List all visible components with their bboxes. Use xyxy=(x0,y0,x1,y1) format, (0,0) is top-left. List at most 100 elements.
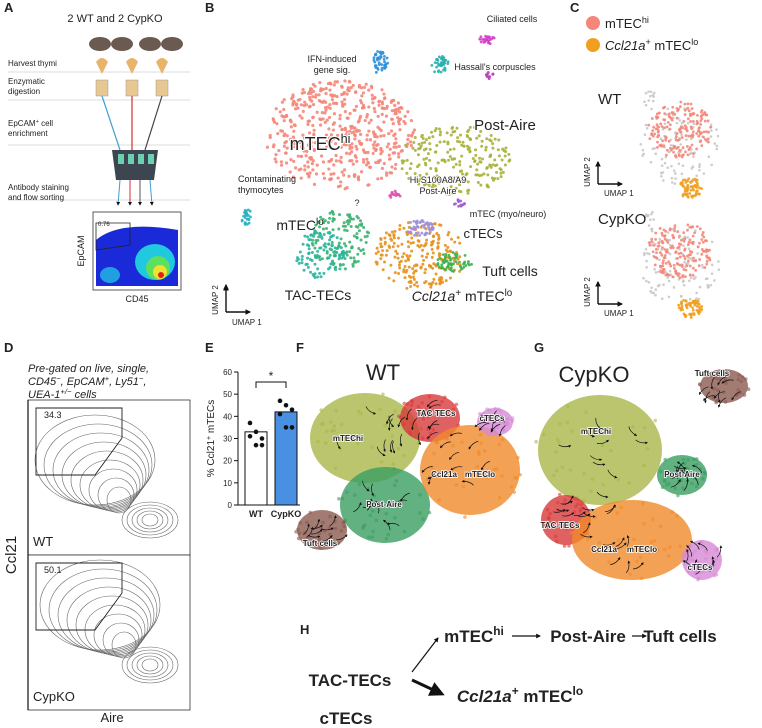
cell-dot xyxy=(376,50,380,53)
cell-dot xyxy=(651,147,655,151)
cell-dot xyxy=(696,252,699,255)
cell-dot xyxy=(695,190,698,193)
streamline xyxy=(553,509,566,513)
cell-dot xyxy=(357,482,362,487)
text-part: Post-Aire xyxy=(419,186,456,196)
cell-dot xyxy=(567,544,571,548)
cell-dot xyxy=(289,147,294,152)
cell-dot xyxy=(319,235,323,239)
streamline xyxy=(695,563,704,575)
cell-dot xyxy=(662,179,665,182)
cell-dot xyxy=(325,226,329,230)
cell-dot xyxy=(406,230,410,234)
cell-dot xyxy=(601,482,605,487)
cell-dot xyxy=(484,145,488,149)
cell-dot xyxy=(687,148,691,152)
cell-dot xyxy=(642,276,645,280)
cell-dot xyxy=(333,80,337,84)
streamline xyxy=(607,469,618,479)
cell-dot xyxy=(496,177,500,181)
cell-dot xyxy=(467,188,471,192)
text-part: lo xyxy=(316,217,324,228)
cell-dot xyxy=(692,122,696,125)
cell-dot xyxy=(308,171,312,175)
label: Post-Aire xyxy=(664,470,700,479)
cell-dot xyxy=(698,168,701,172)
cell-dot xyxy=(362,105,366,110)
cell-dot xyxy=(409,284,413,288)
cell-dot xyxy=(463,515,467,519)
cell-dot xyxy=(666,554,671,558)
text-part: gene sig. xyxy=(314,65,351,75)
cell-dot xyxy=(337,257,341,261)
panel-label: E xyxy=(205,340,214,355)
cell-dot xyxy=(652,125,656,129)
cell-dot xyxy=(665,248,669,252)
cell-dot xyxy=(448,155,452,159)
label: mTEClo xyxy=(465,470,495,479)
cell-dot xyxy=(335,101,339,106)
cell-dot xyxy=(424,176,428,180)
cell-dot xyxy=(328,88,332,92)
cell-dot xyxy=(350,245,354,249)
cell-dot xyxy=(666,120,670,124)
cell-dot xyxy=(710,129,713,132)
text-part: IFN-induced xyxy=(307,54,356,64)
cell-dot xyxy=(277,148,281,153)
data-point xyxy=(289,425,295,430)
cell-dot xyxy=(309,156,313,160)
cell-dot xyxy=(429,264,433,268)
cell-dot xyxy=(398,223,402,227)
cell-dot xyxy=(338,113,342,117)
cell-dot xyxy=(696,310,700,314)
cell-dot xyxy=(656,284,660,288)
streamline xyxy=(310,525,323,529)
cell-dot xyxy=(408,231,412,234)
cell-dot xyxy=(393,167,397,171)
cell-dot xyxy=(301,142,305,147)
cell-dot xyxy=(374,70,378,74)
cell-dot xyxy=(493,430,498,434)
cell-dot xyxy=(421,137,425,141)
cell-dot xyxy=(309,91,313,95)
cell-dot xyxy=(383,423,387,428)
cell-dot xyxy=(704,250,708,254)
cell-dot xyxy=(337,244,341,248)
cell-dot xyxy=(546,515,551,520)
label: 0.76 xyxy=(98,222,110,228)
cell-dot xyxy=(438,127,442,131)
cell-dot xyxy=(446,62,450,66)
cell-dot xyxy=(430,226,434,230)
panel-a-schematic-part xyxy=(89,37,183,51)
cell-dot xyxy=(686,153,690,157)
cell-dot xyxy=(380,166,384,171)
cell-dot xyxy=(428,431,433,436)
cell-dot xyxy=(369,84,374,88)
cell-dot xyxy=(655,127,659,131)
cell-dot xyxy=(427,223,431,227)
cell-dot xyxy=(425,172,429,176)
cell-dot xyxy=(487,41,490,45)
cell-dot xyxy=(562,544,567,548)
cell-dot xyxy=(282,98,286,102)
cell-dot xyxy=(689,151,693,154)
cell-dot xyxy=(384,253,388,257)
cell-dot xyxy=(393,271,397,275)
contour xyxy=(141,513,159,527)
contour xyxy=(121,646,179,684)
data-point xyxy=(283,402,289,408)
cell-dot xyxy=(487,77,491,81)
cell-dot xyxy=(446,233,450,237)
cell-dot xyxy=(713,279,716,282)
cell-dot xyxy=(394,162,398,167)
cell-dot xyxy=(306,143,310,147)
cell-dot xyxy=(433,61,437,65)
cell-dot xyxy=(443,257,447,261)
contour xyxy=(141,658,159,672)
cell-dot xyxy=(375,246,379,250)
cell-dot xyxy=(448,249,452,253)
label: Tuft cells xyxy=(695,369,730,378)
cell-dot xyxy=(362,251,366,255)
cell-dot xyxy=(690,481,694,486)
cell-dot xyxy=(705,259,709,263)
